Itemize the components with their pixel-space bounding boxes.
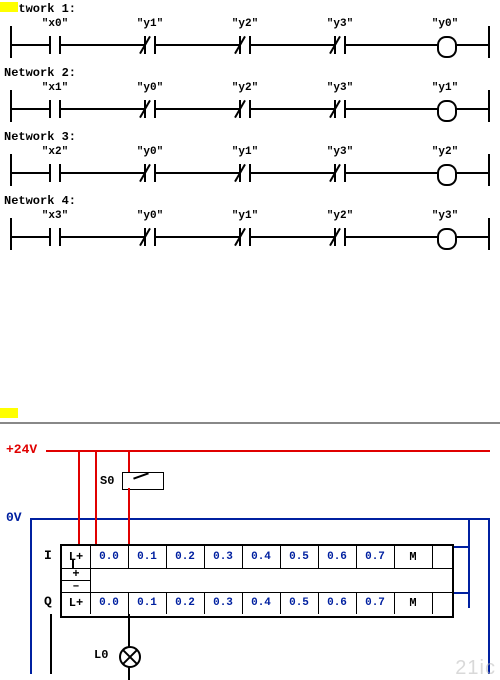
- wire-red-3: [95, 450, 97, 546]
- plc-cell: M: [394, 592, 433, 614]
- rung: "x1" "y0" "y2" "y3" "y1": [0, 82, 500, 126]
- coil: "y1": [420, 82, 470, 94]
- contact-no: "x1": [30, 82, 80, 94]
- plc-cell: 0.1: [128, 592, 167, 614]
- rail-plus-label: +24V: [6, 442, 37, 457]
- plc-cell: 0.6: [318, 546, 357, 568]
- wire-blue-left: [30, 518, 32, 674]
- contact-nc: "y1": [220, 210, 270, 222]
- wire-lamp-2: [128, 666, 130, 680]
- contact-nc: "y3": [315, 18, 365, 30]
- contact-nc: "y2": [220, 82, 270, 94]
- plc-cell: M: [394, 546, 433, 568]
- wire-red-2: [128, 488, 130, 546]
- rail-plus: [46, 450, 490, 452]
- network-title: Network 4:: [4, 194, 500, 208]
- elem-label: "x2": [30, 146, 80, 158]
- elem-label: "y3": [315, 82, 365, 94]
- plc-cell: 0.2: [166, 546, 205, 568]
- contact-nc: "y1": [125, 18, 175, 30]
- elem-label: "y0": [420, 18, 470, 30]
- elem-label: "y1": [125, 18, 175, 30]
- coil: "y3": [420, 210, 470, 222]
- plc-cell: L+: [62, 592, 91, 614]
- rail-zero-label: 0V: [6, 510, 22, 525]
- contact-nc: "y2": [220, 18, 270, 30]
- contact-nc: "y0": [125, 146, 175, 158]
- contact-nc: "y0": [125, 210, 175, 222]
- rail-zero: [30, 518, 490, 520]
- plc-cell: 0.3: [204, 546, 243, 568]
- plc-row-q: L+0.00.10.20.30.40.50.60.7M: [62, 592, 452, 614]
- plc-minus: –: [62, 580, 91, 592]
- plc-cell: 0.5: [280, 546, 319, 568]
- network-title: Network 3:: [4, 130, 500, 144]
- plc-cell: 0.0: [90, 546, 129, 568]
- elem-label: "x1": [30, 82, 80, 94]
- elem-label: "y3": [420, 210, 470, 222]
- coil: "y0": [420, 18, 470, 30]
- wire-blue-right: [488, 518, 490, 674]
- plc-cell: 0.5: [280, 592, 319, 614]
- contact-nc: "y3": [315, 82, 365, 94]
- lamp-label: L0: [94, 648, 108, 662]
- rung: "x0" "y1" "y2" "y3" "y0": [0, 18, 500, 62]
- elem-label: "y3": [315, 146, 365, 158]
- wiring-diagram: +24V 0V S0 L+0.00.10.20.30.40.50.60.7M +…: [0, 422, 500, 680]
- switch-label: S0: [100, 474, 114, 488]
- elem-label: "y2": [420, 146, 470, 158]
- plc-cell: 0.7: [356, 546, 395, 568]
- wire-red-1: [128, 450, 130, 472]
- elem-label: "y0": [125, 146, 175, 158]
- ladder-networks: Network 1: "x0" "y1" "y2" "y3" "y0" Network 2:…: [0, 2, 500, 254]
- rung: "x3" "y0" "y1" "y2" "y3": [0, 210, 500, 254]
- wire-lamp-1: [128, 614, 130, 650]
- contact-no: "x2": [30, 146, 80, 158]
- plc-q-hdr: Q: [44, 594, 52, 609]
- plc-cell: 0.2: [166, 592, 205, 614]
- contact-no: "x0": [30, 18, 80, 30]
- plc-i-hdr: I: [44, 548, 52, 563]
- elem-label: "y3": [315, 18, 365, 30]
- contact-nc: "y1": [220, 146, 270, 158]
- wire-blue-m: [468, 518, 470, 608]
- rung: "x2" "y0" "y1" "y3" "y2": [0, 146, 500, 190]
- wire-stub-l: [50, 614, 52, 674]
- elem-label: "y0": [125, 210, 175, 222]
- plc-row-i: L+0.00.10.20.30.40.50.60.7M: [62, 546, 452, 569]
- network-title: Network 1:: [4, 2, 500, 16]
- lamp-l0: [119, 646, 141, 668]
- plc-cell: 0.1: [128, 546, 167, 568]
- plc-mid: + –: [62, 568, 452, 593]
- contact-no: "x3": [30, 210, 80, 222]
- elem-label: "y2": [220, 82, 270, 94]
- plc-cell: 0.0: [90, 592, 129, 614]
- coil: "y2": [420, 146, 470, 158]
- plc-cell: 0.4: [242, 546, 281, 568]
- network-title: Network 2:: [4, 66, 500, 80]
- plc-block: L+0.00.10.20.30.40.50.60.7M + – L+0.00.1…: [60, 544, 454, 618]
- plc-cell: 0.6: [318, 592, 357, 614]
- elem-label: "x3": [30, 210, 80, 222]
- plc-cell: 0.7: [356, 592, 395, 614]
- contact-nc: "y3": [315, 146, 365, 158]
- contact-nc: "y2": [315, 210, 365, 222]
- elem-label: "y1": [420, 82, 470, 94]
- plc-cell: 0.4: [242, 592, 281, 614]
- plc-cell: L+: [62, 546, 91, 568]
- elem-label: "y1": [220, 146, 270, 158]
- elem-label: "y2": [220, 18, 270, 30]
- wire-stub-2: [72, 560, 74, 568]
- elem-label: "x0": [30, 18, 80, 30]
- plc-cell: 0.3: [204, 592, 243, 614]
- elem-label: "y0": [125, 82, 175, 94]
- elem-label: "y1": [220, 210, 270, 222]
- contact-nc: "y0": [125, 82, 175, 94]
- elem-label: "y2": [315, 210, 365, 222]
